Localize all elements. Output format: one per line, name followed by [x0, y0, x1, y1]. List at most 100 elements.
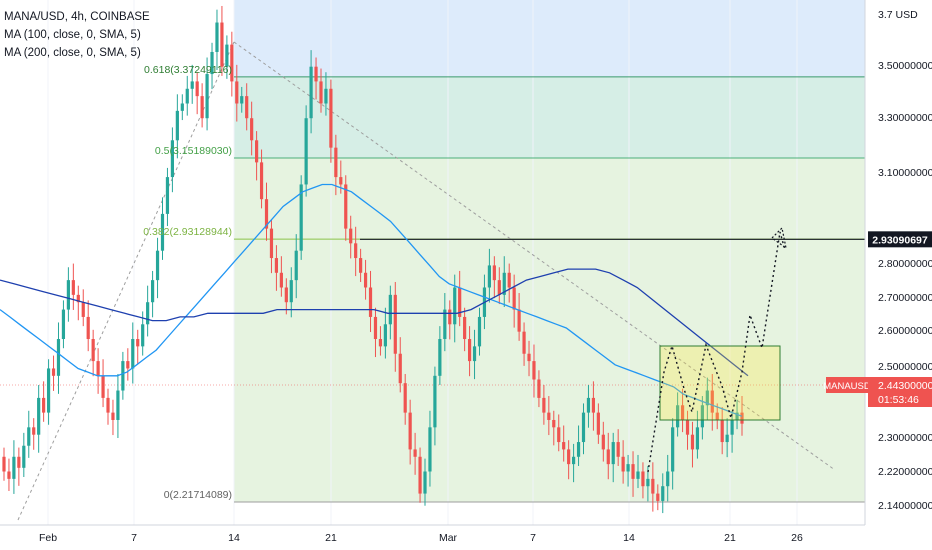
last-price-tag-bg [868, 377, 932, 407]
candle-body-146 [725, 434, 729, 443]
candle-body-33 [165, 177, 170, 214]
candle-body-27 [136, 339, 140, 347]
candle-body-109 [542, 397, 546, 413]
candle-body-149 [740, 412, 744, 424]
x-tick-8: 26 [791, 532, 803, 544]
candle-body-78 [388, 294, 392, 325]
candle-body-16 [81, 302, 85, 317]
candle-body-115 [571, 456, 576, 465]
candle-body-72 [359, 258, 363, 273]
candle-body-39 [195, 81, 199, 97]
x-tick-3: 21 [325, 532, 337, 544]
candle-body-80 [398, 353, 402, 384]
projection-arrow [771, 226, 787, 250]
candle-body-24 [121, 361, 125, 391]
candle-body-29 [146, 302, 150, 325]
candle-body-6 [32, 427, 36, 435]
candle-body-53 [264, 199, 269, 229]
candle-body-102 [507, 272, 511, 288]
ma100-line [0, 183, 743, 417]
candle-body-126 [626, 464, 630, 472]
candle-body-127 [631, 464, 635, 479]
fib-label-4: 0(2.21714089) [164, 489, 232, 501]
candle-body-69 [344, 184, 348, 229]
x-tick-7: 21 [724, 532, 736, 544]
candle-body-38 [190, 81, 194, 89]
candle-body-37 [185, 88, 189, 104]
candle-body-73 [363, 272, 368, 288]
candle-body-100 [497, 280, 501, 295]
candle-body-14 [71, 280, 75, 295]
candle-body-118 [586, 397, 591, 413]
pattern-box [647, 226, 787, 473]
candle-body-28 [141, 324, 145, 347]
candle-body-111 [552, 419, 556, 428]
candle-body-36 [180, 103, 184, 111]
candle-body-114 [567, 449, 571, 465]
candle-body-19 [96, 361, 100, 376]
y-tick-6: 2.70000000 [878, 292, 932, 304]
candle-body-7 [37, 397, 41, 435]
candle-body-25 [126, 361, 130, 369]
candle-body-131 [651, 478, 655, 494]
candle-body-135 [671, 427, 675, 472]
time-axis: Feb 7 14 21 Mar 7 14 21 26 [0, 524, 865, 544]
candle-body-70 [349, 228, 353, 244]
candle-body-18 [91, 339, 95, 362]
candle-body-13 [66, 280, 70, 310]
price-tags: 2.93090697 MANAUSD 2.44300000 01:53:46 [823, 231, 932, 407]
candle-body-134 [666, 471, 670, 487]
candle-body-139 [690, 434, 695, 450]
candle-body-107 [532, 361, 536, 380]
candle-body-75 [373, 316, 378, 340]
candle-body-55 [274, 258, 279, 273]
x-tick-0: Feb [39, 532, 57, 544]
candle-body-62 [309, 66, 313, 119]
candle-body-74 [368, 287, 373, 317]
y-tick-8: 2.50000000 [878, 361, 932, 373]
y-tick-5: 2.80000000 [878, 258, 932, 270]
zone-0618-05 [234, 76, 865, 158]
symbol-tag-text: MANAUSD [823, 381, 871, 392]
candle-body-35 [175, 110, 179, 141]
candle-body-20 [101, 375, 105, 398]
candle-body-98 [487, 265, 491, 288]
y-tick-1: 3.50000000 [878, 60, 932, 72]
candle-body-68 [339, 177, 343, 185]
candle-body-92 [458, 287, 462, 317]
x-tick-1: 7 [131, 532, 137, 544]
x-tick-5: 7 [530, 532, 536, 544]
candle-body-121 [601, 434, 605, 450]
candle-body-130 [646, 478, 650, 487]
y-tick-12: 2.14000000 [878, 500, 932, 512]
candle-body-133 [661, 486, 665, 501]
candle-body-31 [155, 250, 160, 281]
symbol-tag-bg [826, 377, 868, 393]
candle-body-59 [294, 250, 298, 281]
candle-body-64 [319, 81, 323, 104]
candle-body-106 [527, 353, 531, 362]
fib-zones [234, 0, 865, 502]
candle-body-108 [537, 379, 541, 398]
candle-body-113 [562, 442, 566, 450]
candle-body-30 [150, 280, 155, 303]
candle-body-123 [611, 442, 615, 465]
candle-body-112 [557, 427, 561, 443]
candle-body-141 [700, 405, 704, 428]
candle-body-1 [7, 471, 11, 479]
legend-ma200: MA (200, close, 0, SMA, 5) [4, 47, 141, 59]
candle-body-89 [443, 309, 447, 340]
target-tag-bg [868, 231, 932, 248]
candle-body-56 [279, 272, 283, 288]
candle-body-23 [116, 390, 120, 420]
ma200-line [0, 268, 749, 377]
moving-averages [0, 183, 749, 417]
y-tick-10: 2.30000000 [878, 432, 932, 444]
candle-body-136 [676, 405, 680, 428]
candle-body-103 [512, 287, 516, 310]
last-price-value: 2.44300000 [878, 380, 932, 392]
candle-body-93 [463, 316, 467, 340]
trend-lines [17, 41, 836, 521]
candle-body-26 [131, 339, 135, 369]
